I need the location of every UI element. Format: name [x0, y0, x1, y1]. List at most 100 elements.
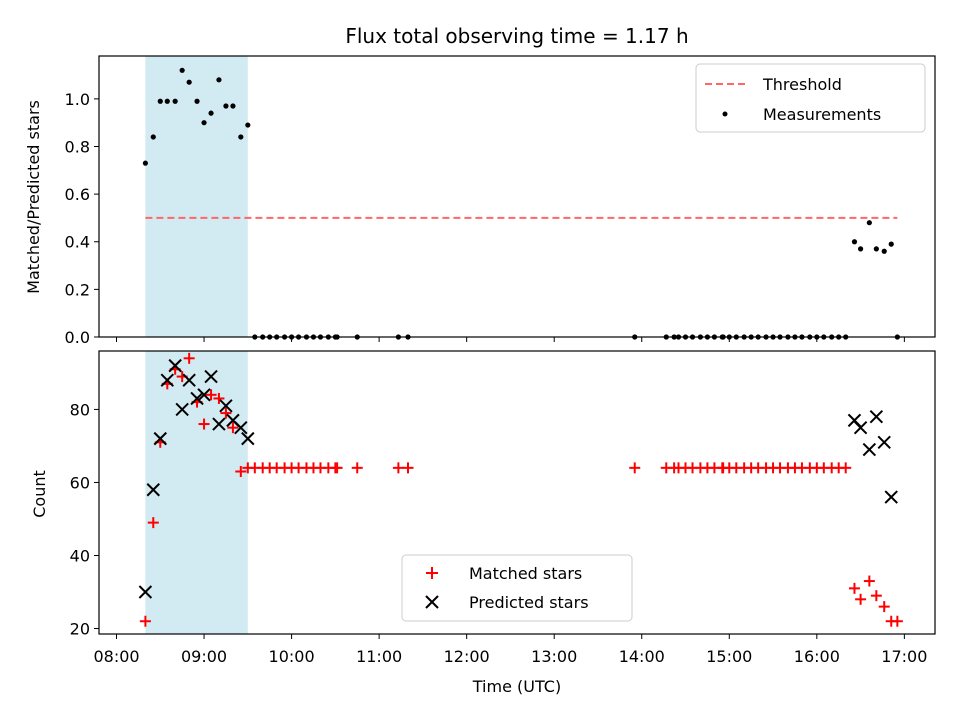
- matched-point: [205, 389, 217, 401]
- measurement-point: [150, 134, 156, 140]
- measurement-points: [142, 67, 900, 340]
- x-tick-label: 12:00: [444, 647, 490, 666]
- measurement-point: [208, 110, 214, 116]
- predicted-point: [182, 373, 196, 387]
- matched-point: [402, 462, 414, 474]
- measurement-point: [873, 246, 879, 252]
- x-tick-label: 11:00: [356, 647, 402, 666]
- legend-predicted-label: Predicted stars: [469, 593, 589, 612]
- top-y-tick-label: 0.0: [65, 328, 90, 347]
- predicted-point: [146, 483, 160, 497]
- predicted-point: [197, 388, 211, 402]
- bottom-y-tick-label: 60: [70, 473, 90, 492]
- x-tick-label: 17:00: [881, 647, 927, 666]
- predicted-point: [862, 442, 877, 457]
- measurement-point: [238, 134, 244, 140]
- predicted-point: [138, 585, 153, 599]
- predicted-point: [884, 490, 898, 504]
- matched-point: [331, 462, 343, 474]
- top-plot-frame: [98, 55, 936, 338]
- measurement-point: [157, 98, 163, 104]
- predicted-point: [219, 399, 233, 413]
- matched-point: [213, 392, 225, 404]
- predicted-point: [241, 431, 255, 446]
- measurement-point: [223, 103, 229, 109]
- measurement-point: [216, 77, 222, 83]
- measurement-point: [866, 220, 872, 226]
- top-y-axis: 0.0 0.2 0.4 0.6 0.8 1.0: [65, 90, 99, 347]
- legend-measurement-swatch: [722, 111, 728, 117]
- measurement-point: [164, 98, 170, 104]
- x-tick-label: 16:00: [794, 647, 840, 666]
- matched-point: [227, 422, 239, 434]
- measurement-point: [851, 239, 858, 245]
- predicted-point: [877, 435, 891, 449]
- measurement-point: [186, 79, 192, 85]
- x-tick-label: 15:00: [706, 647, 752, 666]
- bottom-y-axis: 20 40 60 80: [70, 400, 99, 639]
- matched-point: [235, 466, 247, 478]
- predicted-point: [212, 417, 226, 431]
- measurement-point: [888, 241, 894, 247]
- bottom-highlight-band: [145, 351, 248, 634]
- top-x-ticks: [116, 337, 905, 342]
- matched-point: [139, 615, 151, 627]
- bottom-y-tick-label: 20: [70, 620, 90, 639]
- matched-point: [891, 615, 903, 627]
- measurement-point: [201, 120, 207, 126]
- measurement-point: [179, 67, 185, 73]
- predicted-point: [153, 431, 167, 446]
- bottom-plot-frame: [98, 350, 936, 635]
- measurement-point: [194, 98, 200, 104]
- x-tick-label: 09:00: [181, 647, 227, 666]
- measurement-point: [230, 103, 236, 109]
- predicted-point: [234, 420, 248, 435]
- matched-point: [198, 418, 210, 430]
- matched-point: [863, 575, 875, 587]
- matched-point: [848, 582, 860, 594]
- predicted-point: [190, 391, 204, 406]
- matched-point: [855, 593, 867, 605]
- x-tick-label: 14:00: [619, 647, 665, 666]
- predicted-point: [175, 402, 189, 417]
- legend-predicted-swatch: [425, 595, 439, 609]
- bottom-y-tick-label: 80: [70, 400, 90, 419]
- predicted-point: [204, 369, 218, 384]
- measurement-point: [142, 160, 148, 166]
- predicted-point: [160, 373, 174, 387]
- matched-point: [392, 462, 404, 474]
- measurement-point: [245, 122, 251, 128]
- bottom-y-tick-label: 40: [70, 546, 90, 565]
- top-highlight-band: [145, 56, 248, 337]
- matched-point: [147, 517, 159, 529]
- matched-point: [840, 462, 852, 474]
- x-tick-label: 13:00: [531, 647, 577, 666]
- measurement-point: [881, 248, 887, 254]
- top-legend-box: [695, 63, 926, 133]
- matched-point: [870, 590, 882, 602]
- bottom-y-axis-label: Count: [30, 470, 49, 518]
- predicted-point: [168, 358, 182, 373]
- predicted-point: [853, 420, 868, 435]
- predicted-point: [869, 410, 884, 424]
- predicted-points: [138, 358, 898, 599]
- chart-title: Flux total observing time = 1.17 h: [345, 24, 688, 48]
- matched-point: [629, 462, 641, 474]
- x-axis-label: Time (UTC): [472, 677, 561, 696]
- x-tick-label: 08:00: [93, 647, 139, 666]
- bottom-x-axis: 08:00 09:00 10:00 11:00 12:00 13:00 14:00 15:00…: [93, 634, 927, 666]
- bottom-legend-box: [401, 554, 633, 622]
- top-subplot: 0.0 0.2 0.4 0.6 0.8 1.0 Matched/Predicted sta…: [24, 55, 936, 347]
- matched-point: [878, 601, 890, 613]
- x-tick-label: 10:00: [269, 647, 315, 666]
- legend-matched-swatch: [426, 567, 438, 579]
- legend-threshold-label: Threshold: [762, 75, 842, 94]
- legend-matched-label: Matched stars: [469, 564, 582, 583]
- top-y-tick-label: 0.8: [65, 137, 90, 156]
- top-y-axis-label: Matched/Predicted stars: [24, 100, 43, 294]
- bottom-subplot: 20 40 60 80 08:00 09:00 10:00 11:00 12:00 13:00 1…: [30, 350, 936, 696]
- matched-point: [351, 462, 363, 474]
- top-y-tick-label: 0.6: [65, 185, 90, 204]
- legend-measurements-label: Measurements: [763, 105, 881, 124]
- measurement-point: [172, 98, 178, 104]
